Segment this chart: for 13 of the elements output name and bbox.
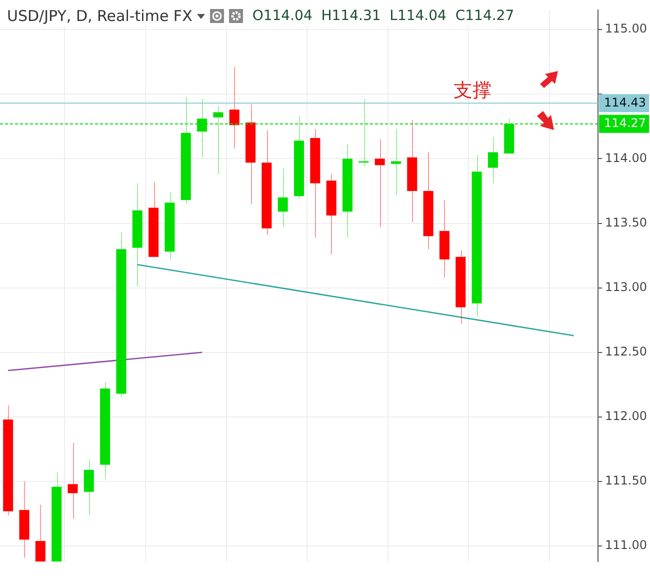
y-tick-label: 114.00 — [605, 150, 647, 165]
chart-subtitle: O114.04 H114.31 L114.04 C114.27 — [252, 8, 514, 24]
y-tick-label: 113.50 — [605, 215, 647, 230]
ref-line-label: 114.27 — [604, 116, 646, 130]
ref-line-label: 114.43 — [604, 95, 646, 110]
y-tick-label: 111.50 — [605, 474, 647, 488]
y-tick-label: 115.00 — [605, 22, 647, 36]
y-tick-label: 112.50 — [605, 344, 647, 359]
y-tick-label: 111.00 — [605, 538, 647, 552]
y-tick-label: 112.00 — [605, 409, 647, 424]
y-tick-label: 113.00 — [605, 280, 647, 294]
annotation: 支撑 — [453, 80, 492, 102]
chart-title: USD/JPY, D, Real-time FX — [7, 7, 192, 25]
